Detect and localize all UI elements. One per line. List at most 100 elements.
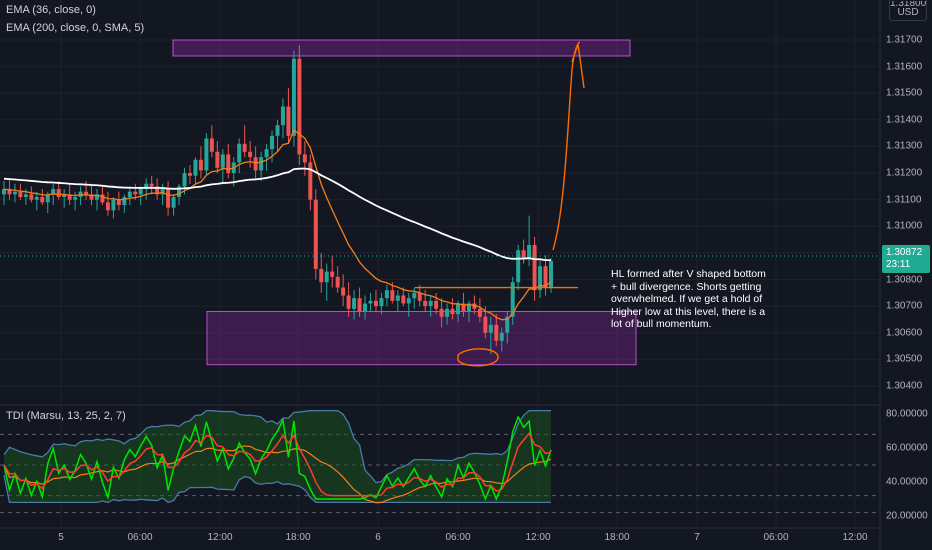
grid-lines bbox=[0, 0, 880, 528]
candle-body bbox=[368, 300, 373, 304]
ema36-legend[interactable]: EMA (36, close, 0) bbox=[6, 4, 96, 16]
candle-body bbox=[73, 197, 78, 200]
tdi-tick-label: 80.00000 bbox=[886, 408, 928, 420]
candle-body bbox=[23, 194, 28, 198]
time-tick-label: 18:00 bbox=[604, 532, 630, 543]
candle-body bbox=[357, 298, 362, 312]
candle-body bbox=[406, 298, 411, 304]
candle-body bbox=[549, 260, 553, 288]
candle-body bbox=[160, 189, 165, 195]
candle-body bbox=[237, 143, 242, 163]
price-tick-label: 1.31600 bbox=[886, 61, 923, 73]
tdi-legend[interactable]: TDI (Marsu, 13, 25, 2, 7) bbox=[6, 410, 126, 422]
candle-body bbox=[412, 292, 417, 299]
candle-body bbox=[472, 303, 477, 309]
text-annotation[interactable]: HL formed after V shaped bottom + bull d… bbox=[611, 268, 766, 330]
candle-body bbox=[100, 194, 105, 203]
candle-body bbox=[105, 202, 110, 211]
candle-body bbox=[111, 199, 116, 211]
candle-body bbox=[428, 300, 433, 307]
candle-body bbox=[259, 157, 264, 171]
candle-body bbox=[166, 189, 171, 208]
currency-unit: USD bbox=[897, 7, 919, 18]
tdi-upper-band bbox=[3, 409, 551, 484]
candle-body bbox=[505, 316, 510, 333]
tdi-tick-label: 60.00000 bbox=[886, 442, 928, 454]
candle-body bbox=[379, 298, 384, 307]
candle-body bbox=[543, 266, 548, 288]
candle-body bbox=[62, 194, 67, 198]
zone-layer bbox=[172, 39, 637, 366]
tdi-signal-line bbox=[3, 432, 552, 497]
candle-body bbox=[56, 189, 61, 198]
resistance-zone bbox=[172, 39, 631, 57]
candle-body bbox=[264, 149, 269, 158]
price-tick-label: 1.31200 bbox=[886, 167, 923, 179]
tdi-band-fill bbox=[4, 410, 551, 503]
candle-body bbox=[40, 197, 45, 203]
time-tick-label: 12:00 bbox=[525, 532, 551, 543]
price-tick-label: 1.30500 bbox=[886, 353, 923, 365]
candle-body bbox=[248, 151, 253, 158]
candle-body bbox=[275, 125, 280, 136]
time-tick-label: 18:00 bbox=[285, 532, 311, 543]
candle-body bbox=[209, 138, 214, 152]
current-price-label: 1.30872 23:11 bbox=[882, 245, 930, 273]
candle-body bbox=[395, 295, 400, 301]
time-tick-label: 12:00 bbox=[207, 532, 233, 543]
candle-body bbox=[516, 250, 521, 283]
candle-body bbox=[215, 151, 220, 168]
price-tick-label: 1.30800 bbox=[886, 274, 923, 286]
candle-body bbox=[538, 266, 543, 291]
candle-body bbox=[18, 191, 23, 198]
candle-body bbox=[280, 106, 285, 126]
candle-body bbox=[226, 154, 231, 174]
candle-body bbox=[127, 191, 132, 198]
price-tick-label: 1.31100 bbox=[886, 194, 922, 206]
current-price-value: 1.30872 bbox=[886, 247, 923, 258]
candle-body bbox=[144, 183, 149, 190]
price-tick-label: 1.31000 bbox=[886, 220, 923, 232]
tdi-tick-label: 20.00000 bbox=[886, 510, 928, 522]
candle-body bbox=[270, 135, 275, 150]
candle-countdown: 23:11 bbox=[886, 259, 911, 270]
candle-body bbox=[204, 138, 209, 171]
candle-body bbox=[499, 332, 504, 341]
candle-body bbox=[346, 295, 351, 309]
tdi-indicator bbox=[0, 409, 880, 514]
user-drawings bbox=[415, 41, 585, 367]
candle-body bbox=[384, 290, 389, 299]
time-tick-label: 12:00 bbox=[842, 532, 868, 543]
tdi-lower-band bbox=[3, 475, 551, 504]
price-tick-label: 1.31400 bbox=[886, 114, 923, 126]
ema36-line bbox=[3, 129, 552, 321]
candle-body bbox=[2, 189, 6, 195]
candle-body bbox=[177, 186, 182, 198]
price-tick-label: 1.30700 bbox=[886, 300, 923, 312]
demand-zone bbox=[206, 310, 637, 366]
ema200-legend[interactable]: EMA (200, close, 0, SMA, 5) bbox=[6, 22, 145, 34]
tdi-midline bbox=[3, 445, 552, 504]
candle-body bbox=[302, 154, 307, 163]
time-tick-label: 06:00 bbox=[127, 532, 153, 543]
candle-body bbox=[510, 282, 515, 317]
time-tick-label: 6 bbox=[375, 532, 381, 543]
candle-body bbox=[84, 191, 89, 195]
candle-body bbox=[242, 143, 247, 152]
candle-body bbox=[171, 197, 176, 208]
candle-body bbox=[198, 159, 203, 171]
candle-body bbox=[532, 244, 537, 291]
candle-body bbox=[456, 303, 461, 315]
candle-body bbox=[29, 194, 34, 200]
candle-body bbox=[483, 316, 488, 333]
currency-badge[interactable]: 1.31800 USD bbox=[889, 0, 927, 21]
candle-body bbox=[466, 303, 471, 312]
ema200-line bbox=[3, 167, 552, 262]
candle-body bbox=[116, 199, 121, 206]
candle-body bbox=[67, 194, 72, 200]
candle-body bbox=[461, 303, 466, 312]
price-tick-label: 1.30400 bbox=[886, 380, 923, 392]
candle-body bbox=[149, 183, 154, 187]
time-tick-label: 06:00 bbox=[763, 532, 789, 543]
